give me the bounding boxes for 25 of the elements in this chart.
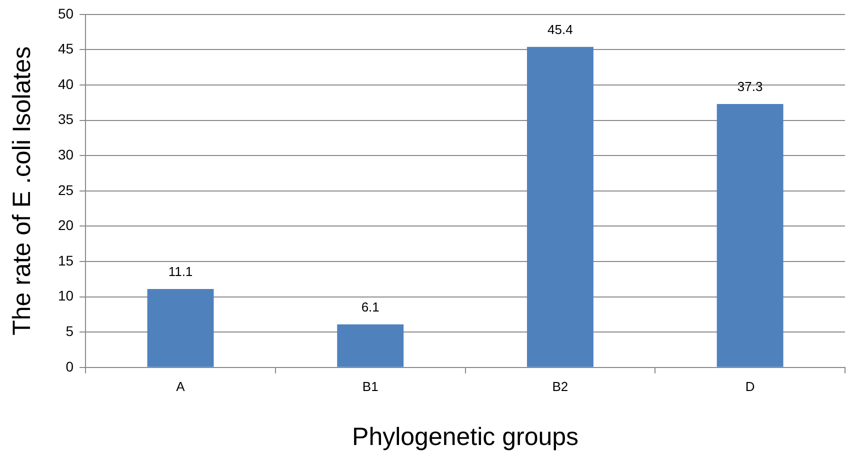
y-tick-label: 20 xyxy=(58,217,74,234)
y-tick-label: 50 xyxy=(58,5,74,22)
x-tick-label: A xyxy=(176,378,186,394)
y-tick-label: 5 xyxy=(66,322,74,339)
x-tick-label: B1 xyxy=(362,378,378,394)
bar xyxy=(147,289,214,367)
y-tick-label: 40 xyxy=(58,76,74,92)
x-axis-title: Phylogenetic groups xyxy=(352,422,579,451)
data-label: 45.4 xyxy=(548,22,573,37)
y-tick-label: 0 xyxy=(66,358,74,374)
data-label: 6.1 xyxy=(361,299,380,314)
x-tick-label: D xyxy=(745,378,755,394)
bar xyxy=(716,104,784,367)
x-tick-label: B2 xyxy=(552,378,568,394)
y-axis-title: The rate of E .coli Isolates xyxy=(8,46,36,336)
bar xyxy=(526,46,594,367)
y-tick-label: 30 xyxy=(58,146,74,162)
y-tick-label: 10 xyxy=(58,288,74,304)
data-label: 11.1 xyxy=(168,264,193,280)
y-tick-label: 25 xyxy=(58,182,74,198)
y-tick-label: 15 xyxy=(58,252,74,268)
y-tick-label: 35 xyxy=(58,111,74,128)
data-label: 37.3 xyxy=(737,79,763,94)
y-tick-label: 45 xyxy=(58,40,74,57)
bar xyxy=(337,324,404,367)
